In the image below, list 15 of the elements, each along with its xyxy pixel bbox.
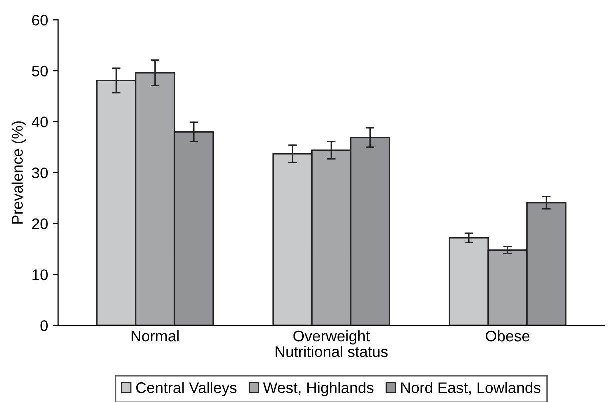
y-tick-label: 0: [40, 320, 48, 332]
y-tick-label: 10: [32, 270, 48, 280]
legend-label: Nord East, Lowlands: [401, 382, 541, 396]
x-tick-label: Obese: [486, 330, 530, 342]
y-tick-label: 20: [32, 218, 48, 230]
x-tick-label: Normal: [132, 330, 179, 342]
y-tick-label: 40: [32, 116, 48, 128]
legend-label: Central Valleys: [136, 382, 237, 396]
x-tick-label: Overweight: [294, 330, 370, 345]
y-tick-label: 60: [32, 14, 48, 26]
x-axis-title: Nutritional status: [276, 346, 388, 358]
y-tick-label: 50: [32, 66, 48, 77]
y-axis-title: Prevalence (%): [12, 122, 26, 224]
y-tick-label: 30: [32, 168, 48, 179]
legend-label: West, Highlands: [263, 382, 374, 396]
